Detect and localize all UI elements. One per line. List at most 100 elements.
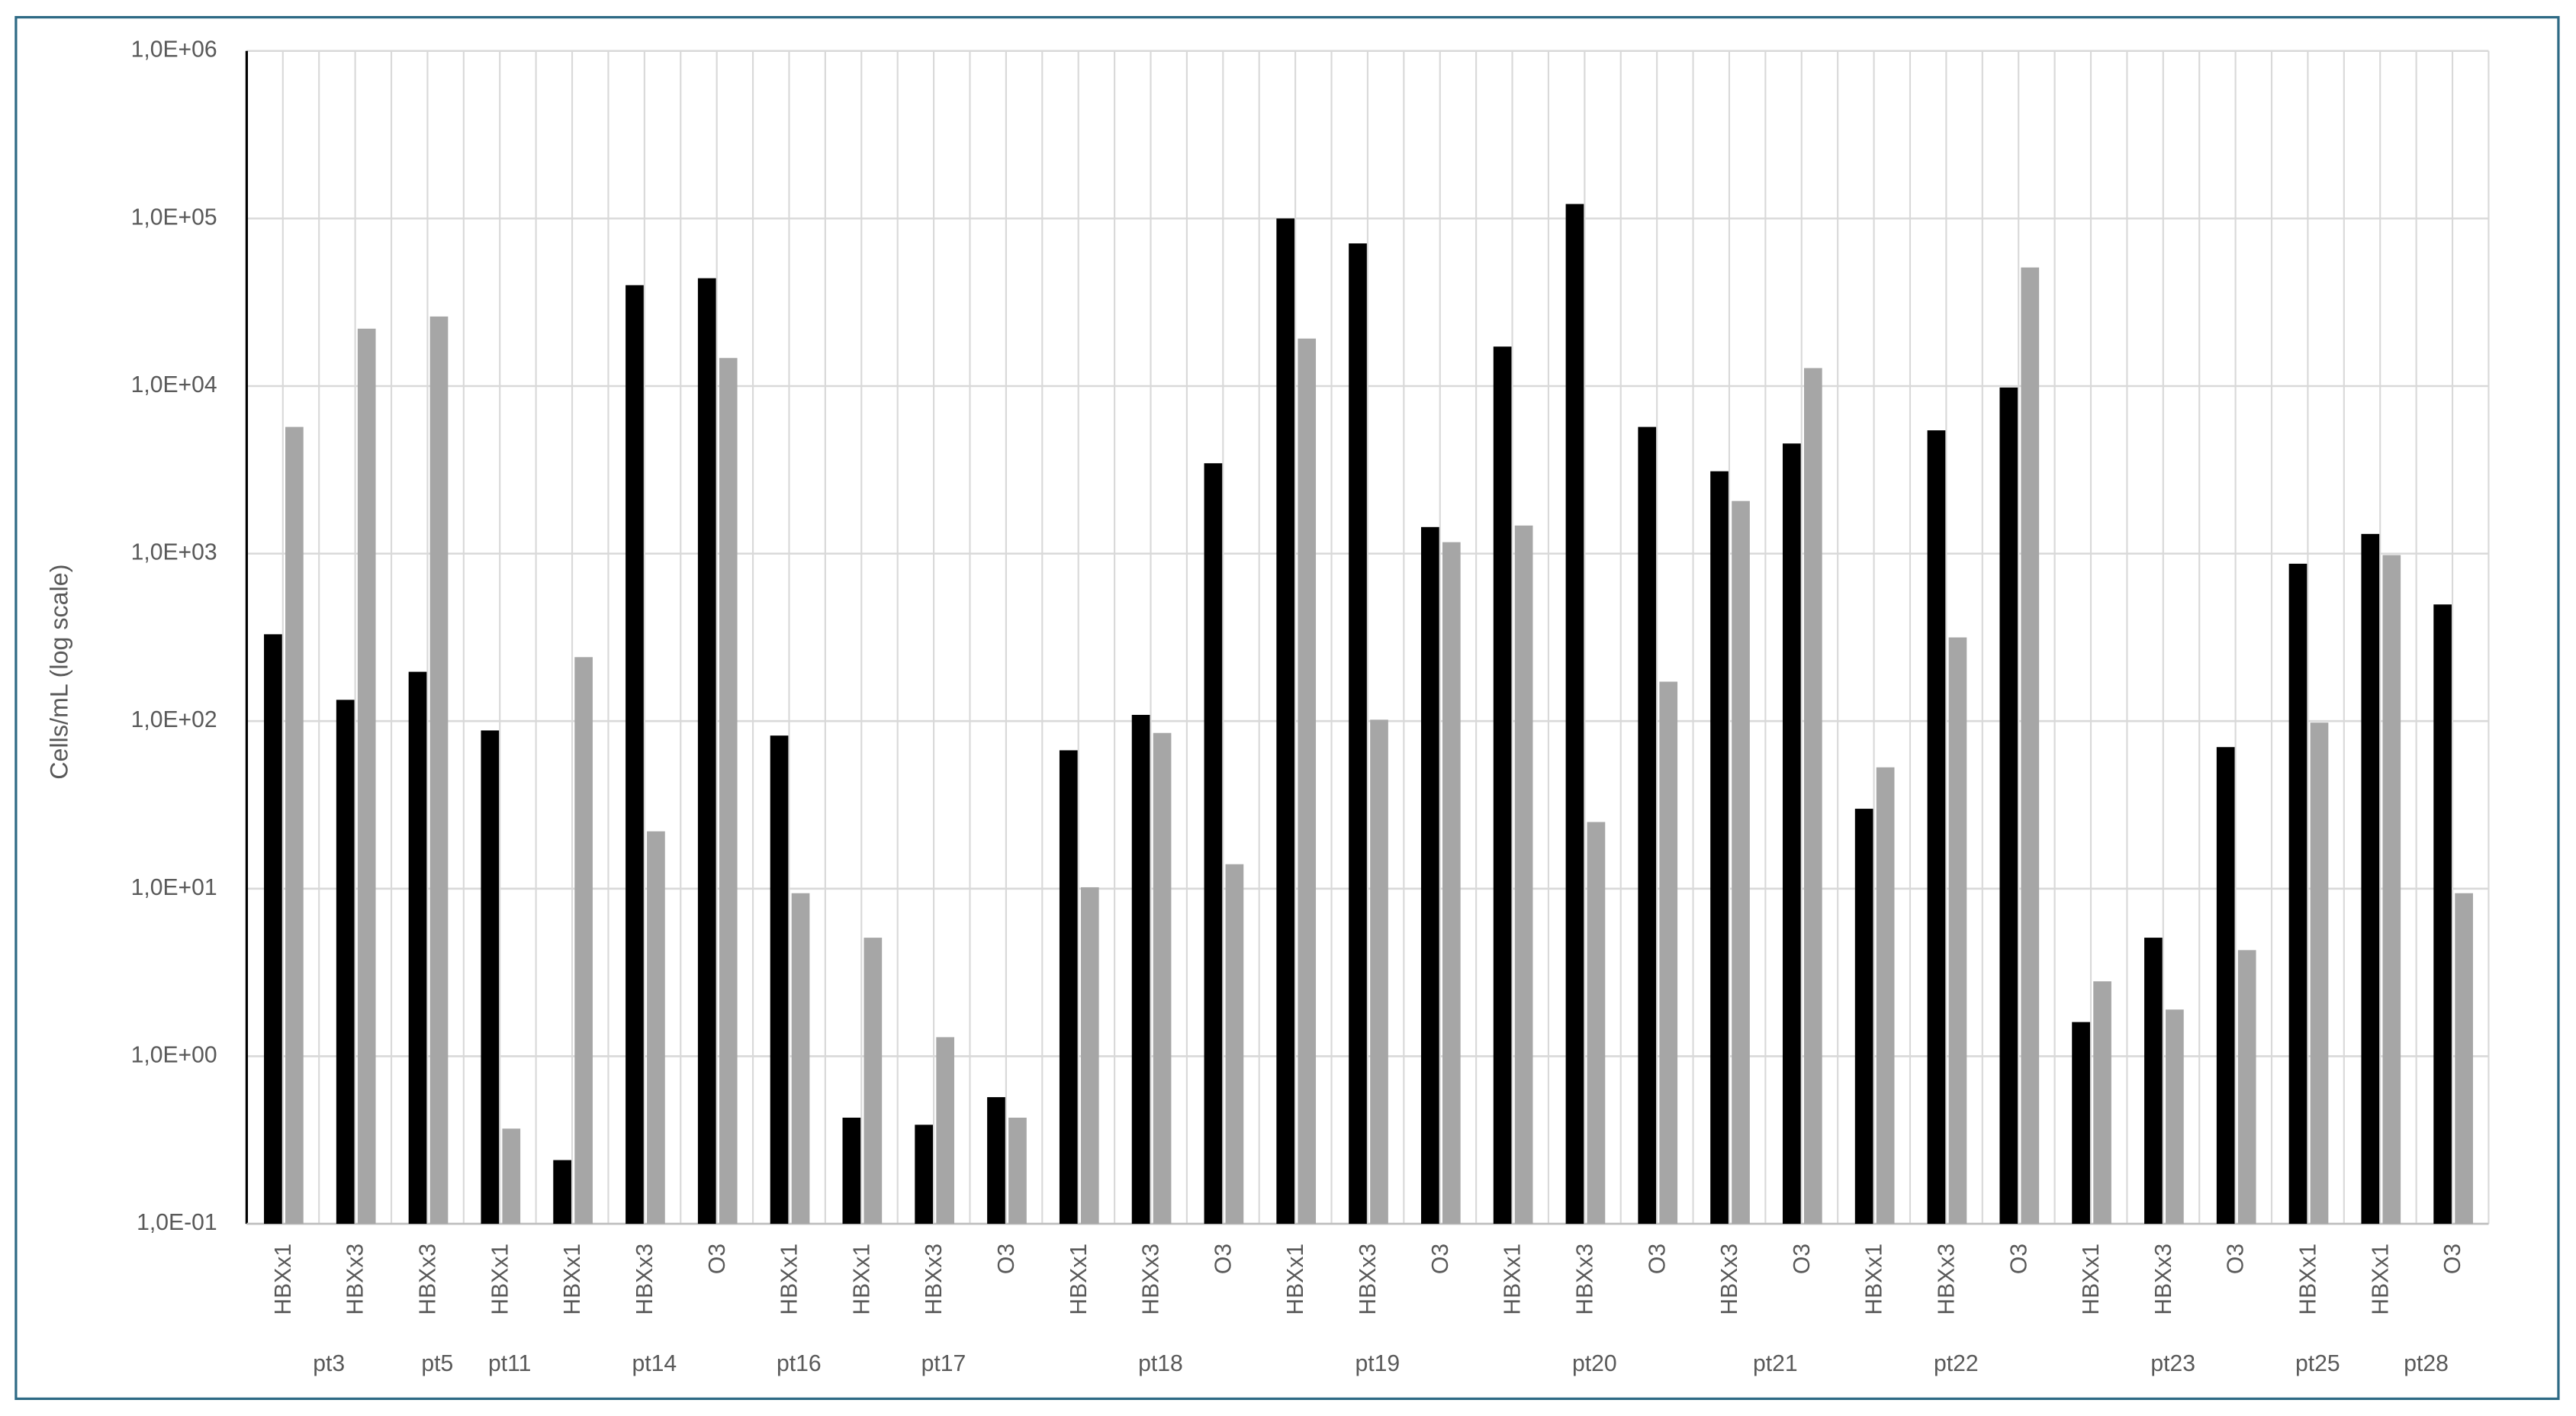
x-tick-label: HBXx1 xyxy=(1283,1244,1308,1315)
group-label: pt11 xyxy=(488,1351,531,1376)
group-label: pt21 xyxy=(1753,1351,1798,1376)
bar xyxy=(2361,533,2380,1225)
bar xyxy=(936,1037,954,1225)
bar xyxy=(719,358,738,1225)
y-axis-label: Cells/mL (log scale) xyxy=(46,565,73,780)
x-tick-label: HBXx3 xyxy=(632,1244,658,1315)
bar xyxy=(1659,681,1678,1225)
bar xyxy=(1442,542,1461,1225)
labels: 1,0E-01 1,0E+00 1,0E+01 1,0E+02 1,0E+03 1,0E+… xyxy=(131,37,2466,1377)
bar xyxy=(2455,893,2473,1225)
bar xyxy=(408,671,427,1225)
group-label: pt3 xyxy=(313,1351,345,1376)
x-tick-label: HBXx1 xyxy=(777,1244,802,1315)
bar xyxy=(357,328,376,1225)
bar xyxy=(647,831,665,1225)
x-tick-label: O3 xyxy=(1428,1244,1453,1274)
group-label: pt18 xyxy=(1138,1351,1183,1376)
y-tick-label: 1,0E-01 xyxy=(137,1210,217,1235)
bar xyxy=(1804,368,1822,1225)
x-tick-label: HBXx1 xyxy=(1500,1244,1526,1315)
bar xyxy=(863,938,883,1225)
bar xyxy=(2166,1009,2184,1225)
bar xyxy=(1153,732,1172,1225)
x-tick-label: O3 xyxy=(2006,1244,2031,1274)
x-tick-label: HBXx3 xyxy=(1356,1244,1381,1315)
bar xyxy=(553,1160,571,1225)
x-tick-label: HBXx1 xyxy=(2079,1244,2104,1315)
bar xyxy=(791,893,810,1225)
x-tick-label: O3 xyxy=(994,1244,1019,1274)
x-tick-label: HBXx1 xyxy=(487,1244,513,1315)
x-tick-label: HBXx3 xyxy=(921,1244,947,1315)
y-tick-label: 1,0E+04 xyxy=(131,372,217,397)
x-tick-label: HBXx1 xyxy=(2368,1244,2393,1315)
grid xyxy=(245,50,2490,1225)
bars xyxy=(264,204,2473,1225)
bar xyxy=(1948,637,1967,1225)
bar xyxy=(1204,463,1223,1225)
bar xyxy=(842,1117,861,1225)
bar xyxy=(336,700,355,1225)
bar xyxy=(1420,526,1439,1225)
x-tick-label: O3 xyxy=(2440,1244,2465,1274)
x-tick-label: HBXx3 xyxy=(2151,1244,2176,1315)
x-tick-label: O3 xyxy=(1211,1244,1236,1274)
x-tick-label: HBXx1 xyxy=(560,1244,585,1315)
bar xyxy=(1225,864,1244,1225)
bar xyxy=(697,278,716,1225)
bar xyxy=(770,735,789,1225)
bar xyxy=(2093,981,2111,1225)
bar xyxy=(1276,218,1295,1225)
bar xyxy=(1131,715,1150,1225)
x-tick-label: HBXx3 xyxy=(1717,1244,1742,1315)
bar xyxy=(1349,243,1367,1225)
y-tick-label: 1,0E+02 xyxy=(131,707,217,732)
bar xyxy=(1783,443,1801,1225)
bar xyxy=(1999,387,2018,1225)
y-tick-label: 1,0E+00 xyxy=(131,1042,217,1067)
group-label: pt16 xyxy=(777,1351,822,1376)
bar xyxy=(2072,1022,2090,1225)
bar xyxy=(1298,338,1317,1225)
x-tick-label: HBXx3 xyxy=(1139,1244,1164,1315)
bar xyxy=(481,730,500,1225)
x-tick-label: HBXx3 xyxy=(1572,1244,1597,1315)
bar xyxy=(574,657,593,1225)
bar xyxy=(2216,747,2235,1225)
bar xyxy=(1638,426,1657,1225)
bar xyxy=(2382,555,2401,1225)
bar xyxy=(285,426,304,1225)
bar xyxy=(1493,346,1512,1225)
bar xyxy=(915,1125,934,1225)
group-label: pt20 xyxy=(1572,1351,1617,1376)
bar xyxy=(1514,525,1533,1225)
bar xyxy=(1370,719,1388,1225)
y-tick-label: 1,0E+05 xyxy=(131,204,217,230)
bar xyxy=(1732,500,1750,1225)
x-tick-label: HBXx1 xyxy=(1862,1244,1887,1315)
x-tick-label: HBXx1 xyxy=(1066,1244,1092,1315)
bar xyxy=(1927,430,1946,1225)
bar xyxy=(1565,204,1584,1225)
bar xyxy=(2288,563,2307,1225)
bar xyxy=(1059,750,1078,1225)
bar xyxy=(429,316,449,1225)
bar xyxy=(502,1128,521,1225)
y-tick-label: 1,0E+03 xyxy=(131,540,217,565)
bar xyxy=(1710,471,1729,1225)
group-label: pt17 xyxy=(921,1351,966,1376)
x-tick-label: O3 xyxy=(2224,1244,2249,1274)
group-label: pt23 xyxy=(2150,1351,2195,1376)
group-label: pt14 xyxy=(632,1351,677,1376)
group-label: pt5 xyxy=(421,1351,453,1376)
frame xyxy=(14,15,2560,1401)
bar xyxy=(264,634,282,1225)
x-tick-label: HBXx1 xyxy=(2296,1244,2321,1315)
y-tick-label: 1,0E+06 xyxy=(131,37,217,63)
group-label: pt25 xyxy=(2295,1351,2340,1376)
bar xyxy=(2021,267,2040,1225)
bar xyxy=(2237,950,2256,1225)
